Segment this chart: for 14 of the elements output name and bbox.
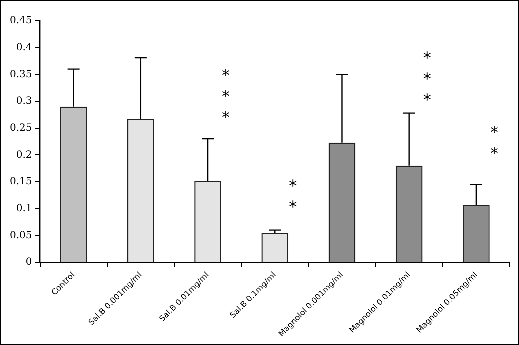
annotation: **	[289, 176, 298, 216]
y-tick-label: 0.25	[10, 122, 32, 134]
annotation: **	[490, 122, 498, 163]
y-tick-label: 0.4	[16, 42, 32, 54]
annotation: ***	[423, 48, 432, 110]
y-tick-label: 0.35	[10, 69, 32, 80]
y-tick-label: 0.2	[16, 150, 32, 161]
y-tick-label: 0.15	[10, 176, 32, 188]
y-tick-label: 0	[26, 257, 32, 268]
y-tick-label: 0.45	[10, 16, 32, 27]
y-tick-label: 0.1	[16, 203, 32, 214]
y-tick-label: 0.05	[10, 230, 32, 242]
y-tick-label: 0.3	[16, 96, 32, 108]
annotation: ***	[222, 66, 230, 128]
